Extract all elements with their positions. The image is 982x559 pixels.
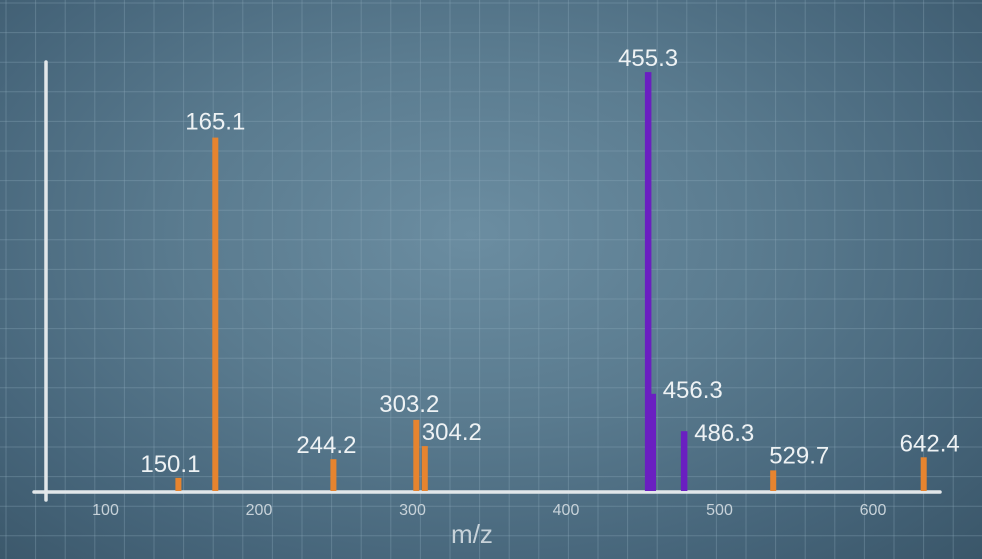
x-axis-title: m/z xyxy=(451,519,493,549)
peak-bar xyxy=(770,470,777,491)
peak-bar xyxy=(920,457,927,491)
peak-label: 456.3 xyxy=(663,377,723,404)
x-tick-label: 300 xyxy=(399,502,426,519)
x-tick-label: 100 xyxy=(92,502,119,519)
peak-bars xyxy=(175,72,927,491)
axes xyxy=(32,60,942,502)
peak-label: 642.4 xyxy=(900,430,960,457)
x-tick-label: 400 xyxy=(553,502,580,519)
peak-label: 244.2 xyxy=(296,432,356,459)
peak-bar xyxy=(212,137,219,491)
peak-bar xyxy=(680,431,688,491)
peak-label: 529.7 xyxy=(769,442,829,469)
peak-bar xyxy=(413,419,420,491)
x-tick-label: 600 xyxy=(860,502,887,519)
peak-bar xyxy=(330,459,337,491)
peak-bar xyxy=(644,72,652,491)
peak-label: 165.1 xyxy=(185,109,245,136)
peak-label: 304.2 xyxy=(422,419,482,446)
peak-label: 150.1 xyxy=(140,451,200,478)
peak-label: 455.3 xyxy=(618,45,678,72)
x-tick-labels: 100 200 300 400 500 600 xyxy=(92,502,886,519)
x-tick-label: 200 xyxy=(246,502,273,519)
peak-bar xyxy=(421,446,428,491)
peak-bar xyxy=(175,477,182,491)
peak-bar xyxy=(649,393,656,491)
x-tick-label: 500 xyxy=(706,502,733,519)
peak-label: 303.2 xyxy=(379,391,439,418)
peak-label: 486.3 xyxy=(694,420,754,447)
